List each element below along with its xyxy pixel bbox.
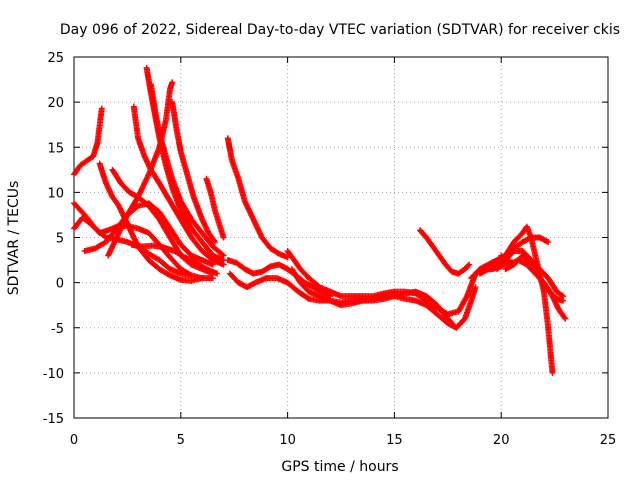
data-point — [561, 314, 568, 321]
data-marks — [71, 64, 569, 376]
axis-ticks: 0 5 10 15 20 25 -15 -10 -5 0 5 10 15 20 25 — [43, 51, 617, 448]
series-sat-c — [71, 214, 195, 279]
data-point — [214, 270, 221, 277]
data-point — [465, 262, 472, 269]
data-point — [545, 239, 552, 246]
y-tick-label: 10 — [47, 186, 64, 201]
x-tick-label: 20 — [493, 433, 510, 448]
y-axis-title: SDTVAR / TECUs — [6, 181, 22, 296]
x-tick-label: 15 — [386, 433, 403, 448]
data-point — [169, 79, 176, 86]
x-tick-label: 5 — [177, 433, 185, 448]
y-tick-label: -10 — [43, 367, 64, 382]
x-tick-label: 25 — [600, 433, 617, 448]
data-point — [472, 284, 479, 291]
data-point — [549, 369, 556, 376]
data-point — [220, 252, 227, 259]
data-point — [558, 292, 565, 299]
series-sat-l — [128, 241, 221, 277]
data-point — [562, 315, 569, 322]
data-point — [211, 237, 218, 244]
y-tick-label: -15 — [43, 412, 64, 427]
data-point — [220, 234, 227, 241]
x-axis-title: GPS time / hours — [281, 459, 398, 475]
series-sat-a — [71, 105, 105, 178]
series-sat-s — [370, 284, 479, 331]
y-tick-label: -5 — [51, 322, 64, 337]
x-tick-label: 10 — [279, 433, 296, 448]
series-sat-k — [169, 99, 218, 246]
series-sat-p — [226, 270, 377, 306]
chart-title: Day 096 of 2022, Sidereal Day-to-day VTE… — [60, 22, 620, 38]
data-point — [219, 251, 226, 258]
series-sat-n — [224, 135, 291, 261]
data-point — [101, 233, 108, 240]
series-sat-j — [147, 81, 227, 259]
data-point — [188, 272, 195, 279]
data-point — [304, 295, 311, 302]
data-point — [466, 261, 473, 268]
data-point — [199, 275, 206, 282]
y-tick-label: 0 — [56, 277, 64, 292]
data-point — [560, 297, 567, 304]
series-sat-h — [130, 103, 227, 268]
series-sat-m — [203, 175, 227, 241]
y-tick-label: 15 — [47, 141, 64, 156]
y-tick-label: 25 — [47, 51, 64, 66]
x-tick-label: 0 — [70, 433, 78, 448]
series-sat-z — [502, 252, 567, 304]
data-point — [98, 105, 105, 112]
series-sat-u — [417, 227, 473, 277]
y-tick-label: 20 — [47, 96, 64, 111]
y-tick-label: 5 — [56, 232, 64, 247]
data-point — [211, 239, 218, 246]
